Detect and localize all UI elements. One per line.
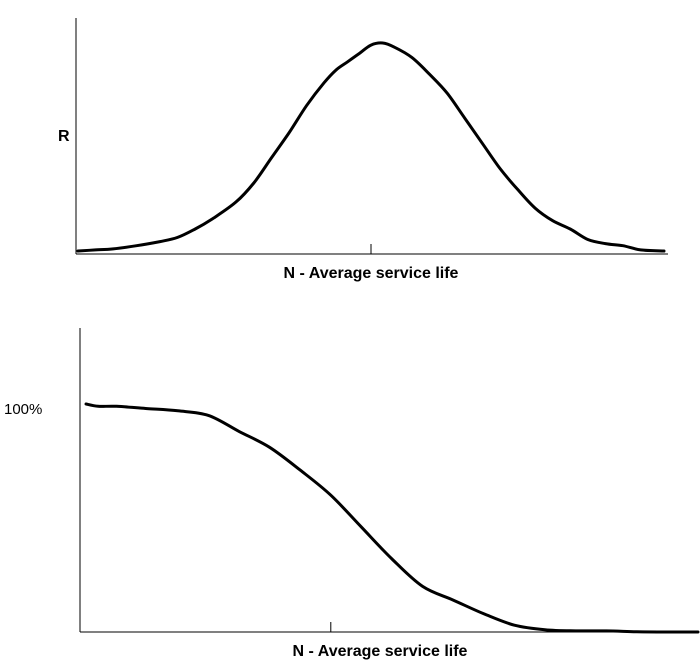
chart-survival-y-axis-label: 100% — [4, 401, 42, 418]
chart-survival-series-line — [84, 402, 700, 634]
chart-survival-x-axis-label: N - Average service life — [293, 643, 468, 660]
chart-distribution-series-line — [76, 41, 666, 253]
chart-survival: N - Average service life 100% — [4, 328, 700, 660]
chart-distribution: N - Average service life R — [58, 18, 668, 282]
chart-distribution-x-axis-label: N - Average service life — [284, 265, 459, 282]
chart-distribution-y-axis-label: R — [58, 128, 70, 145]
